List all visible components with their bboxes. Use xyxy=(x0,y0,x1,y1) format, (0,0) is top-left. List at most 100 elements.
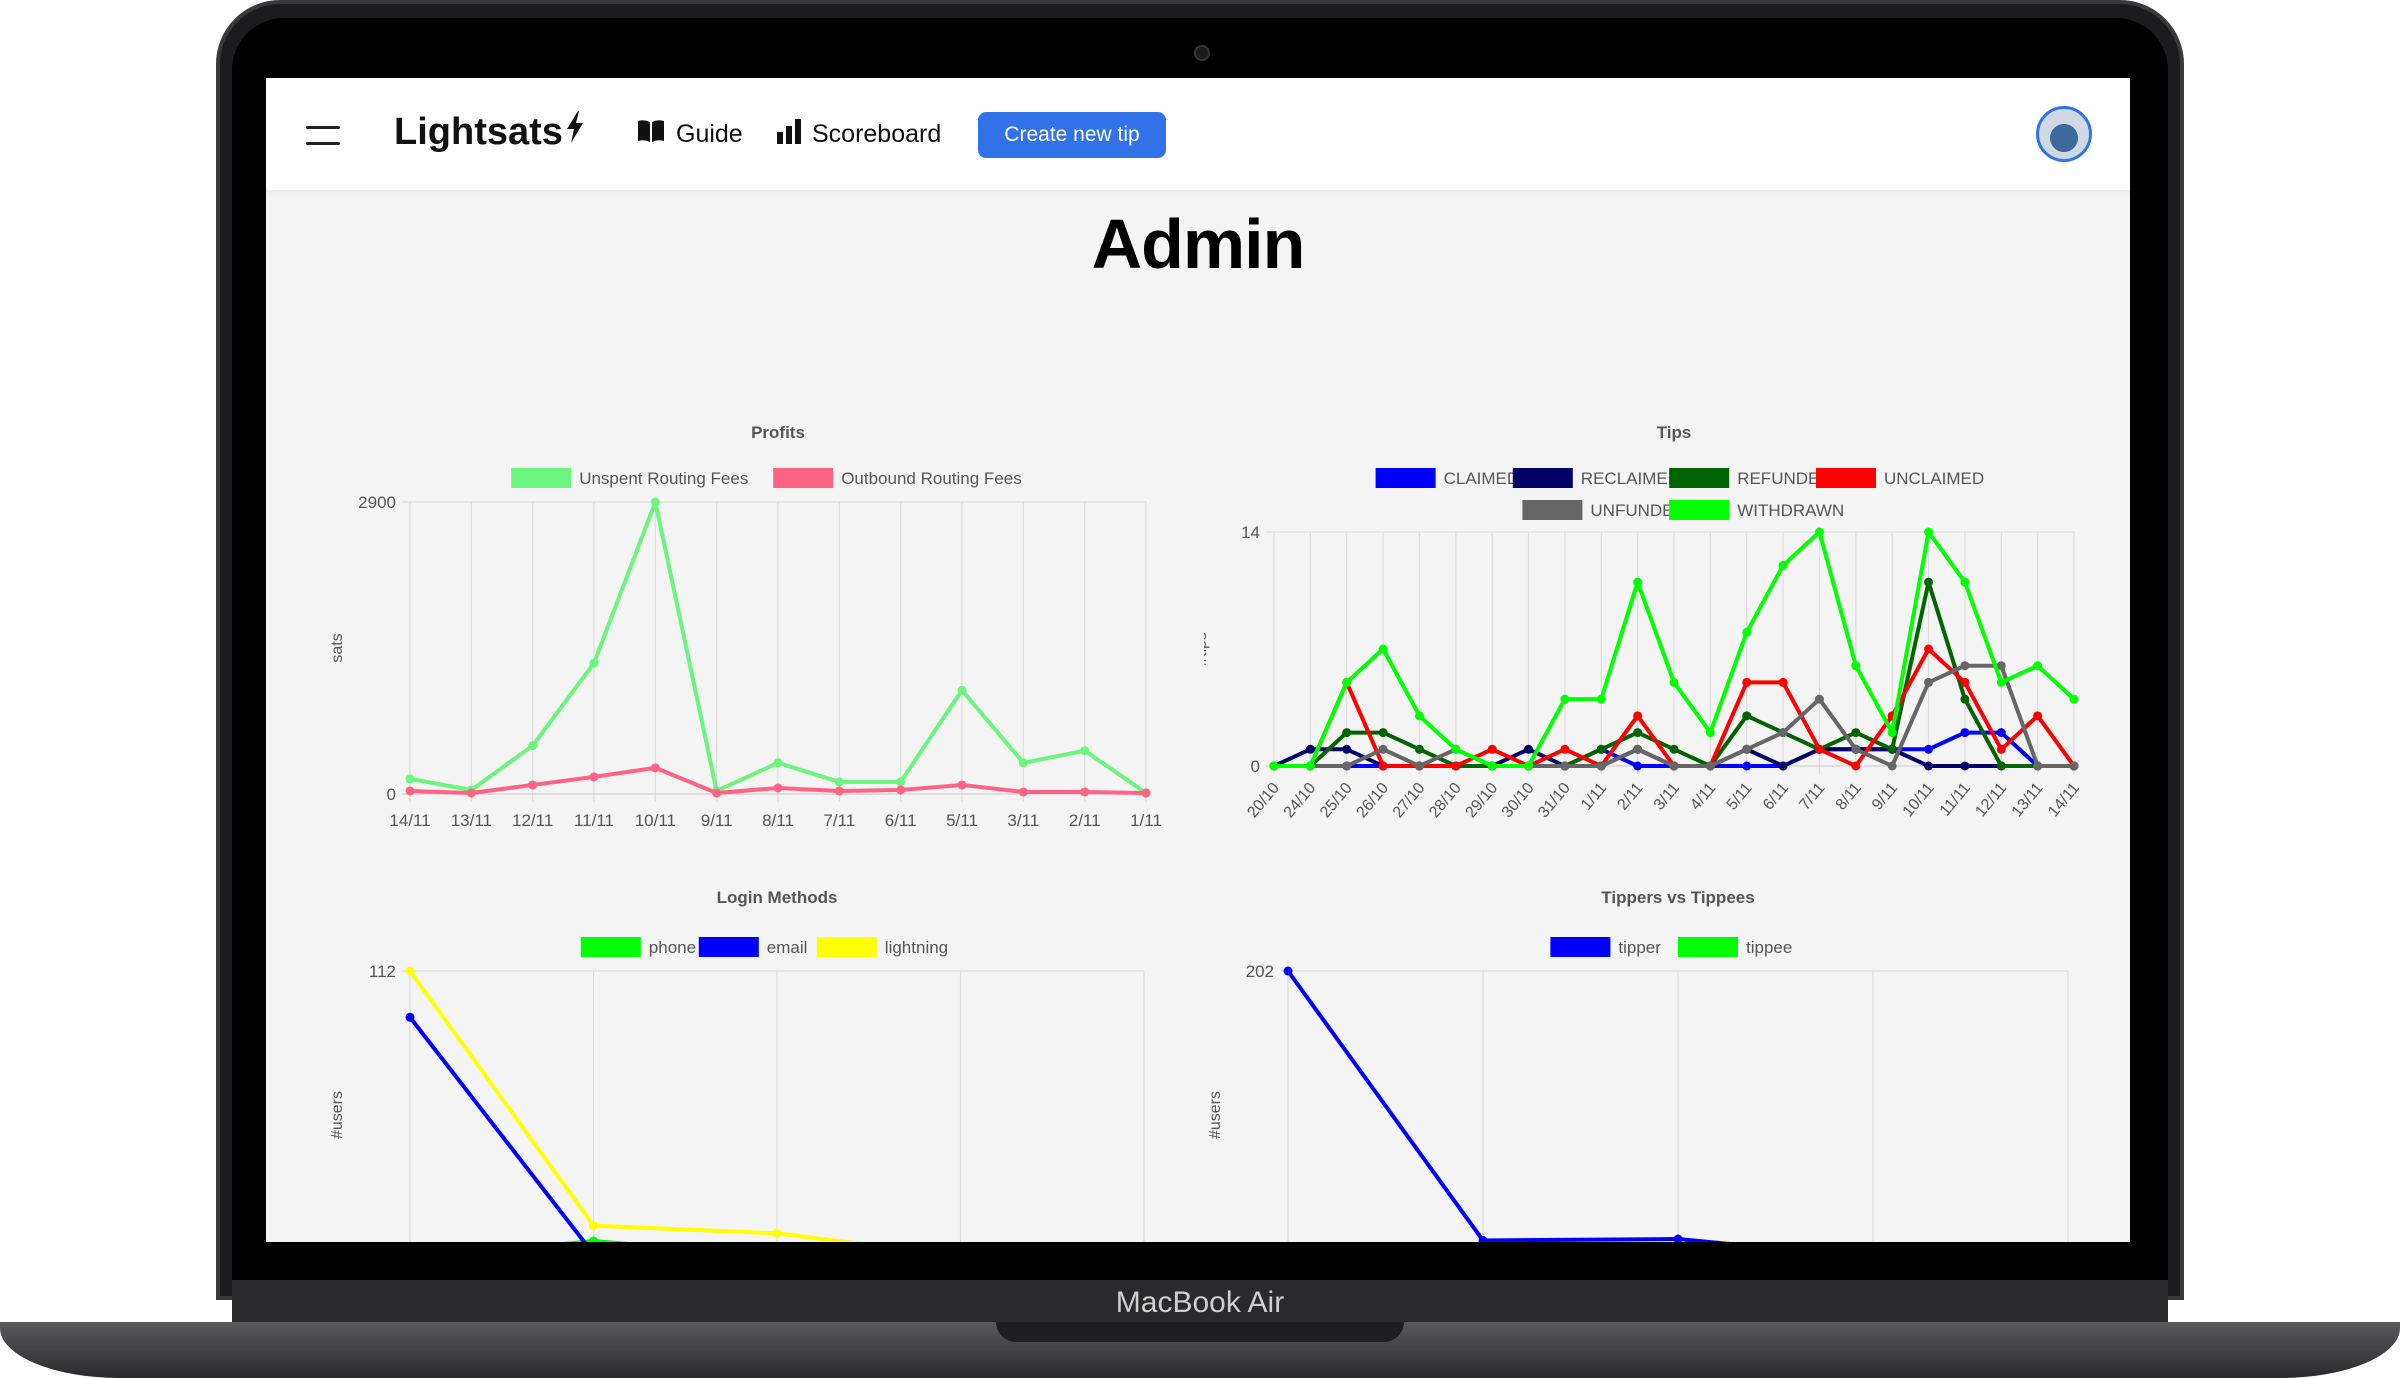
chart-title: Tips xyxy=(1657,423,1692,442)
data-point xyxy=(1487,761,1497,771)
data-point xyxy=(1633,761,1643,771)
data-point xyxy=(2069,761,2079,771)
y-axis-label: #tips xyxy=(1204,632,1210,666)
legend-label: email xyxy=(767,938,808,957)
legend-label: Outbound Routing Fees xyxy=(841,469,1022,488)
nav-link-scoreboard[interactable]: Scoreboard xyxy=(776,118,941,151)
data-point xyxy=(773,758,783,768)
data-point xyxy=(1814,527,1824,537)
data-point xyxy=(589,1221,598,1231)
y-axis-label: #users xyxy=(329,1091,346,1139)
data-point xyxy=(834,777,844,787)
tippers-vs-tippees-chart: Tippers vs Tippeestippertippee2020#users… xyxy=(1207,888,2069,1242)
y-tick-label: 202 xyxy=(1246,962,1274,981)
data-point xyxy=(1478,1235,1488,1242)
data-point xyxy=(1924,761,1934,771)
data-point xyxy=(1960,694,1970,704)
data-point xyxy=(1596,694,1606,704)
data-point xyxy=(1742,761,1752,771)
data-point xyxy=(405,774,415,784)
x-tick-label: 11/11 xyxy=(574,811,614,830)
user-avatar[interactable] xyxy=(2036,106,2092,162)
legend-label: phone xyxy=(649,938,696,957)
legend-swatch xyxy=(1522,500,1583,520)
chart-title: Tippers vs Tippees xyxy=(1601,888,1754,907)
legend-label: REFUNDED xyxy=(1737,469,1831,488)
data-point xyxy=(1414,711,1424,721)
app-screen: Lightsats Guide Scoreboard Create new ti… xyxy=(266,78,2130,1242)
legend-label: RECLAIMED xyxy=(1581,469,1680,488)
data-point xyxy=(1378,761,1388,771)
data-point xyxy=(1633,744,1643,754)
data-point xyxy=(1414,761,1424,771)
legend-swatch xyxy=(511,468,572,488)
data-point xyxy=(1924,577,1934,587)
nav-link-scoreboard-label: Scoreboard xyxy=(812,120,942,148)
data-point xyxy=(589,772,599,782)
data-point xyxy=(1996,728,2006,738)
legend-swatch xyxy=(1550,937,1611,957)
data-point xyxy=(528,741,538,751)
x-tick-label: 5/11 xyxy=(946,811,978,830)
x-tick-label: 9/11 xyxy=(701,811,733,830)
data-point xyxy=(1887,744,1897,754)
data-point xyxy=(1996,677,2006,687)
data-point xyxy=(1524,761,1534,771)
data-point xyxy=(1924,744,1934,754)
x-tick-label: 7/11 xyxy=(823,811,855,830)
x-tick-label: 1/11 xyxy=(1130,811,1162,830)
data-point xyxy=(1305,761,1315,771)
data-point xyxy=(1705,761,1715,771)
x-tick-label: 8/11 xyxy=(762,811,794,830)
x-tick-label: 3/11 xyxy=(1007,811,1039,830)
data-point xyxy=(1924,527,1934,537)
data-point xyxy=(2033,761,2043,771)
data-point xyxy=(1342,728,1352,738)
data-point xyxy=(1378,728,1388,738)
data-point xyxy=(896,777,906,787)
data-point xyxy=(2069,694,2079,704)
data-point xyxy=(405,786,415,796)
data-point xyxy=(650,497,660,507)
bar-chart-icon xyxy=(776,118,802,151)
data-point xyxy=(1851,661,1861,671)
legend-label: tipper xyxy=(1618,938,1661,957)
data-point xyxy=(1560,694,1570,704)
data-point xyxy=(1633,711,1643,721)
data-point xyxy=(1996,661,2006,671)
legend-label: WITHDRAWN xyxy=(1737,501,1844,520)
data-point xyxy=(1596,744,1606,754)
data-point xyxy=(1814,694,1824,704)
legend-swatch xyxy=(1375,468,1436,488)
data-point xyxy=(1851,744,1861,754)
data-point xyxy=(1851,728,1861,738)
data-point xyxy=(1633,728,1643,738)
device-label: MacBook Air xyxy=(1115,1286,1285,1319)
data-point xyxy=(1705,728,1715,738)
legend-swatch xyxy=(1669,500,1730,520)
data-point xyxy=(1960,661,1970,671)
y-axis-label: #users xyxy=(1207,1091,1224,1139)
data-point xyxy=(1305,744,1315,754)
legend-swatch xyxy=(698,937,759,957)
brand-logo[interactable]: Lightsats xyxy=(394,110,585,154)
data-point xyxy=(589,1236,598,1242)
legend-label: CLAIMED xyxy=(1444,469,1520,488)
create-new-tip-button[interactable]: Create new tip xyxy=(978,112,1166,158)
chart-title: Profits xyxy=(751,423,805,442)
data-point xyxy=(1451,761,1461,771)
data-point xyxy=(1018,787,1028,797)
page-title: Admin xyxy=(1091,205,1306,283)
data-point xyxy=(712,788,722,798)
data-point xyxy=(1996,744,2006,754)
nav-link-guide[interactable]: Guide xyxy=(636,118,743,151)
data-point xyxy=(528,780,538,790)
legend-label: Unspent Routing Fees xyxy=(579,469,748,488)
data-point xyxy=(1887,728,1897,738)
data-point xyxy=(1141,788,1151,798)
data-point xyxy=(2033,661,2043,671)
hamburger-menu-icon[interactable] xyxy=(306,126,340,146)
data-point xyxy=(1560,761,1570,771)
y-tick-label: 14 xyxy=(1241,523,1260,542)
book-icon xyxy=(636,118,666,151)
